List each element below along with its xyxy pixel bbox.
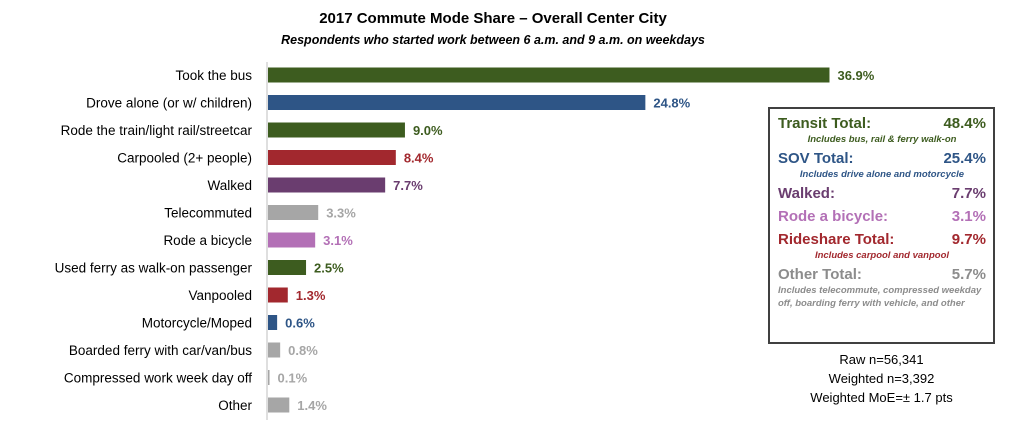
summary-walked-label: Walked: <box>778 185 835 202</box>
bar <box>268 342 281 358</box>
summary-other-note: Includes telecommute, compressed weekday… <box>778 285 982 309</box>
value-label: 0.6% <box>285 316 315 331</box>
summary-other-value: 5.7% <box>951 266 986 283</box>
raw-n: Raw n=56,341 <box>839 352 924 367</box>
category-label: Telecommuted <box>164 206 252 221</box>
summary-row-walked: Walked: 7.7% <box>778 184 986 203</box>
summary-row-rideshare: Rideshare Total: 9.7% <box>778 230 986 249</box>
bar <box>268 205 319 220</box>
chart-title: 2017 Commute Mode Share – Overall Center… <box>319 10 667 27</box>
category-label: Walked <box>207 178 252 193</box>
bar <box>268 370 270 385</box>
bar <box>268 315 278 330</box>
value-label: 3.1% <box>323 233 353 248</box>
bar <box>268 287 288 303</box>
summary-rideshare-value: 9.7% <box>951 231 986 248</box>
bar <box>268 150 396 165</box>
value-label: 9.0% <box>413 123 443 138</box>
value-label: 36.9% <box>837 68 874 83</box>
category-label: Drove alone (or w/ children) <box>86 96 252 111</box>
bar <box>268 122 405 138</box>
weighted-moe: Weighted MoE=± 1.7 pts <box>810 390 953 405</box>
summary-bicycle-value: 3.1% <box>951 208 986 225</box>
category-label: Vanpooled <box>188 288 252 303</box>
value-label: 0.1% <box>278 371 308 386</box>
bars-group: Took the bus 36.9% Drove alone (or w/ chil… <box>55 67 875 413</box>
summary-sov-label: SOV Total: <box>778 150 854 167</box>
bar <box>268 397 290 413</box>
value-label: 8.4% <box>404 151 434 166</box>
sample-stats: Raw n=56,341 Weighted n=3,392 Weighted M… <box>768 350 995 407</box>
category-label: Boarded ferry with car/van/bus <box>69 343 252 358</box>
summary-sov-value: 25.4% <box>943 150 986 167</box>
summary-walked-value: 7.7% <box>951 185 986 202</box>
bar <box>268 95 646 110</box>
summary-row-transit: Transit Total: 48.4% <box>778 114 986 133</box>
weighted-n: Weighted n=3,392 <box>828 371 935 386</box>
value-label: 7.7% <box>393 178 423 193</box>
summary-row-other: Other Total: 5.7% <box>778 265 986 284</box>
bar <box>268 177 386 193</box>
value-label: 0.8% <box>288 343 318 358</box>
category-label: Used ferry as walk-on passenger <box>55 261 253 276</box>
summary-rideshare-label: Rideshare Total: <box>778 231 895 248</box>
summary-rideshare-note: Includes carpool and vanpool <box>814 250 950 261</box>
summary-box: Transit Total: 48.4% Includes bus, rail … <box>768 107 995 344</box>
category-label: Motorcycle/Moped <box>142 316 252 331</box>
chart-subtitle: Respondents who started work between 6 a… <box>281 33 705 47</box>
value-label: 24.8% <box>653 96 690 111</box>
summary-row-bicycle: Rode a bicycle: 3.1% <box>778 207 986 226</box>
summary-transit-value: 48.4% <box>943 115 986 132</box>
summary-other-label: Other Total: <box>778 266 862 283</box>
value-label: 3.3% <box>326 206 356 221</box>
category-label: Took the bus <box>175 68 252 83</box>
category-label: Rode the train/light rail/streetcar <box>61 123 253 138</box>
summary-bicycle-label: Rode a bicycle: <box>778 208 889 225</box>
summary-sov-note: Includes drive alone and motorcycle <box>799 169 965 180</box>
bar <box>268 67 830 83</box>
category-label: Other <box>218 398 252 413</box>
summary-transit-note: Includes bus, rail & ferry walk-on <box>807 134 957 145</box>
summary-row-sov: SOV Total: 25.4% <box>778 149 986 168</box>
category-label: Carpooled (2+ people) <box>117 151 252 166</box>
category-label: Compressed work week day off <box>64 371 252 386</box>
category-label: Rode a bicycle <box>163 233 252 248</box>
bar <box>268 260 307 275</box>
value-label: 2.5% <box>314 261 344 276</box>
value-label: 1.3% <box>296 288 326 303</box>
value-label: 1.4% <box>297 398 327 413</box>
bar <box>268 232 316 248</box>
summary-transit-label: Transit Total: <box>778 115 872 132</box>
